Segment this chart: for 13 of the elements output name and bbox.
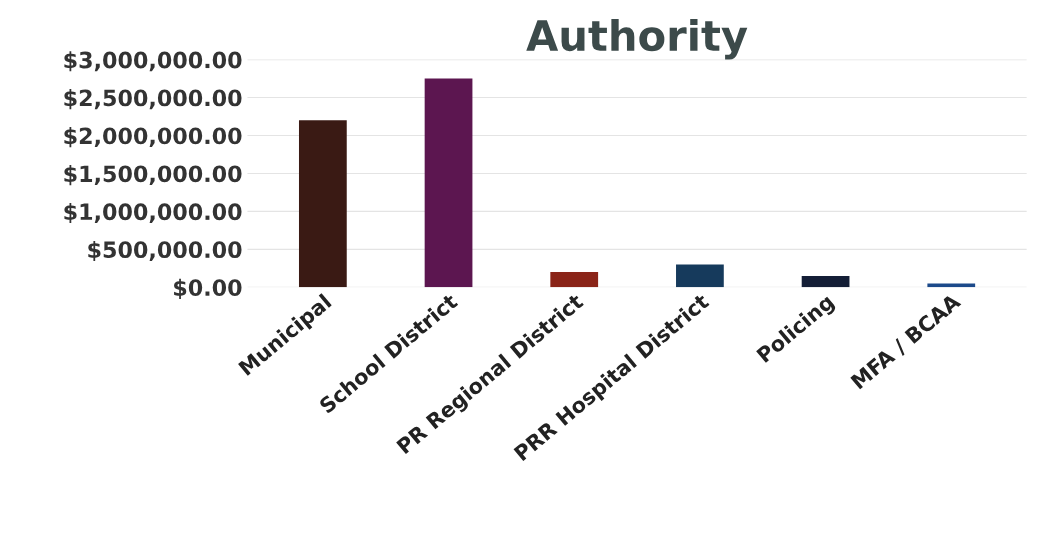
y-tick-label: $1,000,000.00 xyxy=(64,202,242,224)
y-tick-label: $2,500,000.00 xyxy=(64,89,242,110)
bar xyxy=(424,78,473,288)
chart-title: Authority xyxy=(526,18,748,60)
bar xyxy=(298,120,347,288)
bar xyxy=(550,272,599,288)
bar xyxy=(801,275,850,288)
y-tick-label: $2,000,000.00 xyxy=(64,127,242,148)
bar xyxy=(927,283,976,288)
y-tick-label: $500,000.00 xyxy=(88,240,242,262)
bar xyxy=(676,264,724,288)
y-tick-label: $3,000,000.00 xyxy=(64,51,242,72)
y-tick-label: $1,500,000.00 xyxy=(64,165,242,186)
